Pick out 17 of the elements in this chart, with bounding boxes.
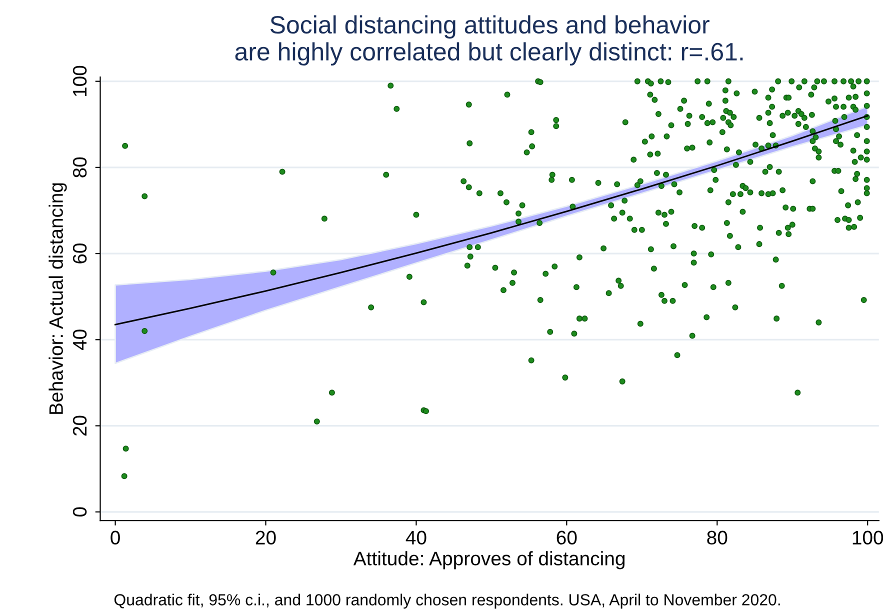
x-tick-label: 60 — [556, 530, 577, 545]
x-tick-label: 100 — [852, 530, 884, 545]
chart-title: Social distancing attitudes and behavior are highly correlated but clearly distinct: r=.61. — [235, 15, 743, 66]
y-axis-title: Behavior: Actual distancing — [48, 183, 67, 414]
y-tick-label: 20 — [72, 416, 87, 436]
x-tick-label: 20 — [256, 530, 276, 545]
y-tick-label: 0 — [72, 507, 87, 517]
y-tick-label: 100 — [72, 66, 87, 96]
y-tick-label: 80 — [72, 157, 87, 178]
x-tick-label: 40 — [406, 530, 426, 545]
x-axis-title: Attitude: Approves of distancing — [353, 551, 625, 570]
y-tick-label: 60 — [72, 243, 87, 264]
x-tick-label: 0 — [110, 530, 120, 545]
text: Quadratic fit, 95% c.i., and 1000 randomly chosen respondents. USA, April to November 2020. — [114, 594, 780, 609]
y-tick-label: 40 — [72, 330, 87, 350]
line-series — [114, 114, 868, 326]
x-tick-label: 80 — [707, 530, 728, 545]
